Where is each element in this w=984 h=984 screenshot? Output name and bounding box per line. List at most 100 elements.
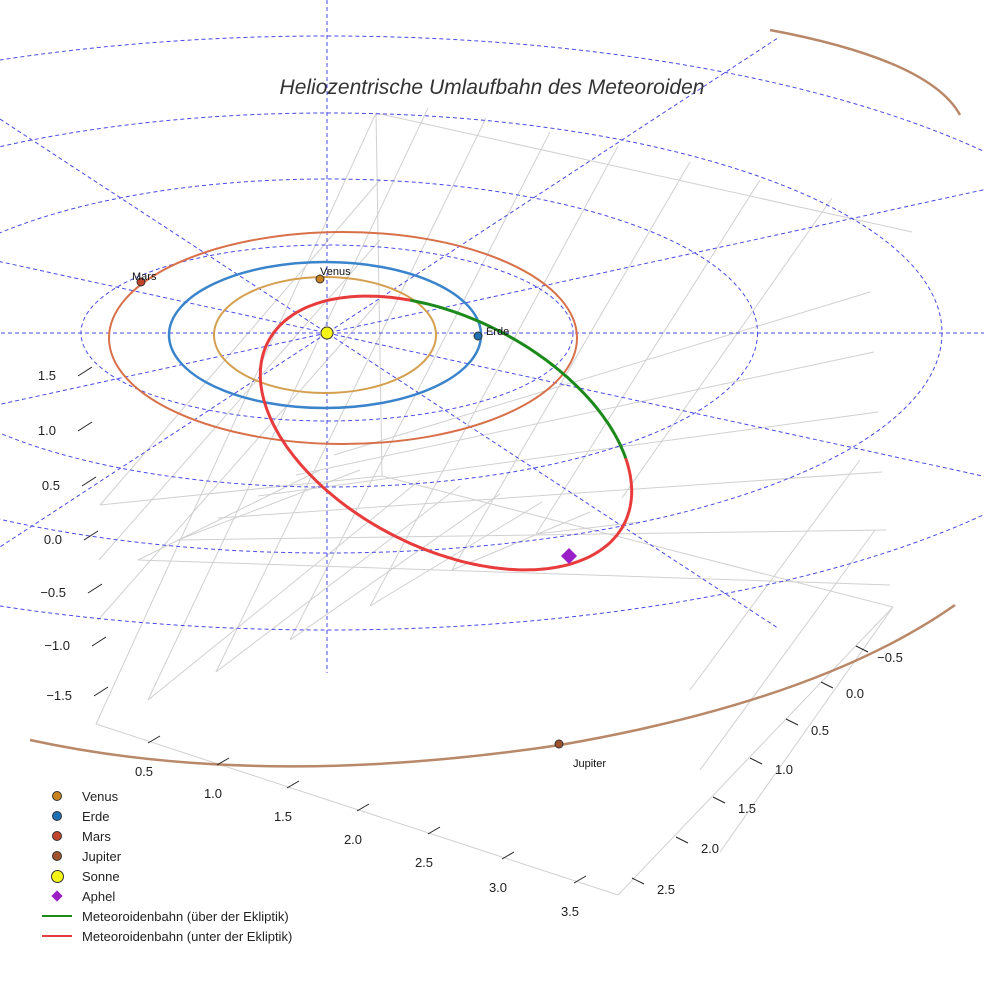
z-tick-mark	[77, 421, 93, 432]
legend-symbol	[40, 826, 74, 846]
grid-line	[375, 112, 913, 233]
y-tick-label: 1.0	[775, 762, 793, 777]
sun-marker	[320, 326, 334, 340]
grid-line	[451, 161, 691, 571]
legend-symbol	[40, 886, 74, 906]
y-tick-mark	[820, 681, 834, 689]
y-tick-mark	[749, 757, 763, 765]
z-tick-mark	[91, 636, 107, 647]
x-tick-mark	[501, 851, 515, 860]
jupiter-label: Jupiter	[573, 758, 606, 770]
grid-line	[177, 469, 361, 541]
z-tick-mark	[93, 686, 109, 697]
jupiter-orbit-lower	[29, 603, 956, 768]
legend-dot	[52, 811, 62, 821]
grid-line	[217, 471, 883, 519]
grid-line	[177, 529, 887, 541]
polar-spoke	[0, 118, 778, 628]
venus-marker	[315, 274, 325, 284]
y-tick-mark	[712, 796, 726, 804]
chart-title: Heliozentrische Umlaufbahn des Meteoroid…	[280, 76, 705, 99]
z-tick-mark	[77, 366, 93, 377]
z-tick-label: 1.0	[38, 423, 56, 438]
legend: Venus Erde Mars Jupiter Sonne Aphel Meteoroide…	[40, 786, 292, 946]
legend-dot	[52, 791, 62, 801]
x-tick-label: 3.5	[561, 904, 579, 919]
y-tick-mark	[675, 836, 689, 844]
y-tick-mark	[785, 718, 799, 726]
legend-line	[42, 915, 72, 917]
legend-line	[42, 935, 72, 937]
grid-line	[215, 485, 461, 673]
polar-spoke	[0, 38, 778, 548]
x-tick-label: 2.0	[344, 832, 362, 847]
grid-line	[719, 606, 894, 853]
legend-label: Jupiter	[82, 848, 122, 864]
legend-diamond	[51, 890, 63, 902]
legend-symbol	[40, 906, 74, 926]
legend-item: Mars	[40, 826, 292, 846]
grid-line	[99, 475, 383, 506]
venus-orbit	[213, 276, 437, 394]
legend-label: Meteoroidenbahn (unter der Ekliptik)	[82, 928, 293, 944]
y-tick-label: 0.5	[811, 723, 829, 738]
y-tick-label: 2.0	[701, 841, 719, 856]
z-tick-label: 0.0	[44, 532, 62, 547]
legend-symbol	[40, 786, 74, 806]
x-tick-mark	[356, 803, 370, 812]
grid-line	[257, 411, 879, 497]
grid-line	[369, 145, 619, 607]
grid-line	[137, 559, 891, 586]
grid-line	[699, 529, 876, 771]
x-tick-mark	[216, 757, 230, 766]
earth-label: Erde	[486, 326, 509, 338]
legend-item: Erde	[40, 806, 292, 826]
legend-item: Jupiter	[40, 846, 292, 866]
z-tick-mark	[83, 530, 99, 541]
legend-item: Aphel	[40, 886, 292, 906]
earth-marker	[473, 331, 483, 341]
z-tick-label: 0.5	[42, 478, 60, 493]
grid-line	[99, 179, 381, 506]
grid-line	[289, 493, 501, 641]
y-tick-label: 2.5	[657, 882, 675, 897]
grid-line	[621, 197, 833, 499]
legend-item: Sonne	[40, 866, 292, 886]
grid-line	[295, 351, 875, 476]
z-tick-label: −0.5	[40, 585, 66, 600]
x-tick-label: 0.5	[135, 764, 153, 779]
z-tick-mark	[81, 476, 97, 487]
y-tick-mark	[855, 645, 869, 653]
grid-line	[137, 469, 321, 561]
meteoroid-orbit-above	[409, 298, 628, 459]
grid-line	[617, 606, 894, 896]
y-tick-label: 0.0	[846, 686, 864, 701]
grid-line	[97, 299, 381, 621]
legend-symbol	[40, 926, 74, 946]
grid-line	[375, 112, 383, 477]
x-tick-mark	[573, 875, 587, 884]
jupiter-marker	[554, 739, 564, 749]
planet-orbits	[29, 28, 962, 768]
legend-dot	[52, 851, 62, 861]
aphel-marker	[561, 548, 577, 564]
venus-label: Venus	[320, 266, 351, 278]
legend-dot	[52, 831, 62, 841]
x-tick-label: 3.0	[489, 880, 507, 895]
x-tick-label: 2.5	[415, 855, 433, 870]
legend-label: Mars	[82, 828, 111, 844]
grid-line	[95, 723, 619, 896]
grid-line	[535, 179, 761, 535]
grid-line	[689, 459, 861, 691]
grid-line	[333, 291, 871, 456]
jupiter-orbit-upper	[769, 28, 962, 116]
mars-orbit	[108, 231, 578, 445]
legend-label: Meteoroidenbahn (über der Ekliptik)	[82, 908, 289, 924]
mars-marker	[136, 277, 146, 287]
legend-label: Erde	[82, 808, 110, 824]
meteoroid-orbit	[258, 294, 634, 572]
grid-line	[289, 131, 551, 641]
legend-label: Sonne	[82, 868, 120, 884]
grid-line	[147, 479, 421, 701]
mars-label: Mars	[132, 271, 157, 283]
